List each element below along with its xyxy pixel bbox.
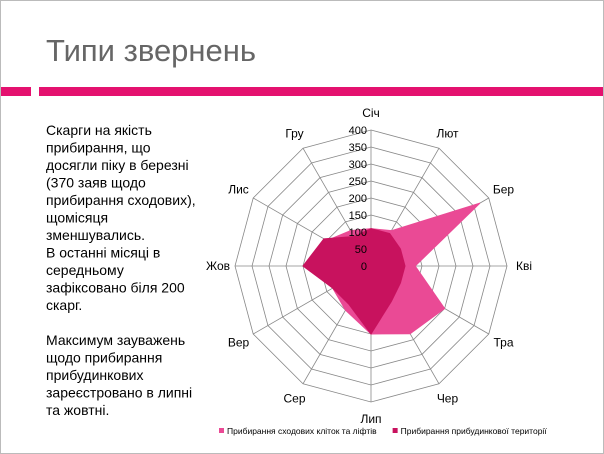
category-label: Чер bbox=[437, 392, 459, 406]
body-text: прибудинкових bbox=[46, 367, 143, 383]
category-label: Жов bbox=[206, 259, 230, 273]
slide-title: Типи звернень bbox=[46, 33, 256, 68]
body-text: зареєстровано в липні bbox=[46, 385, 192, 401]
y-tick-label: 50 bbox=[355, 244, 367, 256]
category-label: Кві bbox=[516, 259, 532, 273]
body-text: Скарги на якість bbox=[46, 122, 152, 138]
body-text: щомісяця bbox=[46, 210, 108, 226]
body-text: скарг. bbox=[46, 297, 82, 313]
radar-area bbox=[302, 228, 406, 335]
legend-label: Прибирання сходових кліток та ліфтів bbox=[227, 426, 377, 436]
accent-bar bbox=[39, 87, 603, 96]
body-text: прибирання, що bbox=[46, 140, 151, 156]
body-text: зменшувались. bbox=[46, 227, 145, 243]
y-tick-label: 150 bbox=[349, 210, 367, 222]
body-text: В останні місяці в bbox=[46, 245, 160, 261]
category-label: Сер bbox=[283, 392, 305, 406]
category-label: Січ bbox=[362, 106, 380, 120]
body-text: Максимум зауважень bbox=[46, 332, 185, 348]
y-tick-label: 300 bbox=[349, 159, 367, 171]
y-tick-label: 400 bbox=[349, 125, 367, 137]
body-text: щодо прибирання bbox=[46, 350, 162, 366]
legend-swatch bbox=[219, 428, 224, 433]
category-label: Бер bbox=[493, 183, 515, 197]
body-text: досягли піку в березні bbox=[46, 157, 189, 173]
body-text: прибирання сходових), bbox=[46, 192, 196, 208]
legend-label: Прибирання прибудинкової території bbox=[401, 426, 548, 436]
legend-swatch bbox=[392, 428, 398, 433]
body-text: середньому bbox=[46, 262, 124, 278]
body-text: зафіксовано біля 200 bbox=[46, 280, 185, 296]
y-tick-label: 0 bbox=[361, 261, 367, 273]
body-text: та жовтні. bbox=[46, 402, 109, 418]
y-tick-label: 200 bbox=[349, 193, 367, 205]
category-label: Лип bbox=[360, 412, 381, 426]
y-tick-label: 350 bbox=[349, 142, 367, 154]
body-text: (370 заяв щодо bbox=[46, 175, 146, 191]
category-label: Тра bbox=[493, 336, 513, 350]
category-label: Лют bbox=[436, 126, 459, 140]
category-label: Вер bbox=[228, 336, 250, 350]
category-label: Гру bbox=[285, 126, 303, 140]
y-tick-label: 100 bbox=[349, 227, 367, 239]
accent-bar bbox=[1, 87, 31, 96]
y-tick-label: 250 bbox=[349, 176, 367, 188]
category-label: Лис bbox=[228, 183, 249, 197]
